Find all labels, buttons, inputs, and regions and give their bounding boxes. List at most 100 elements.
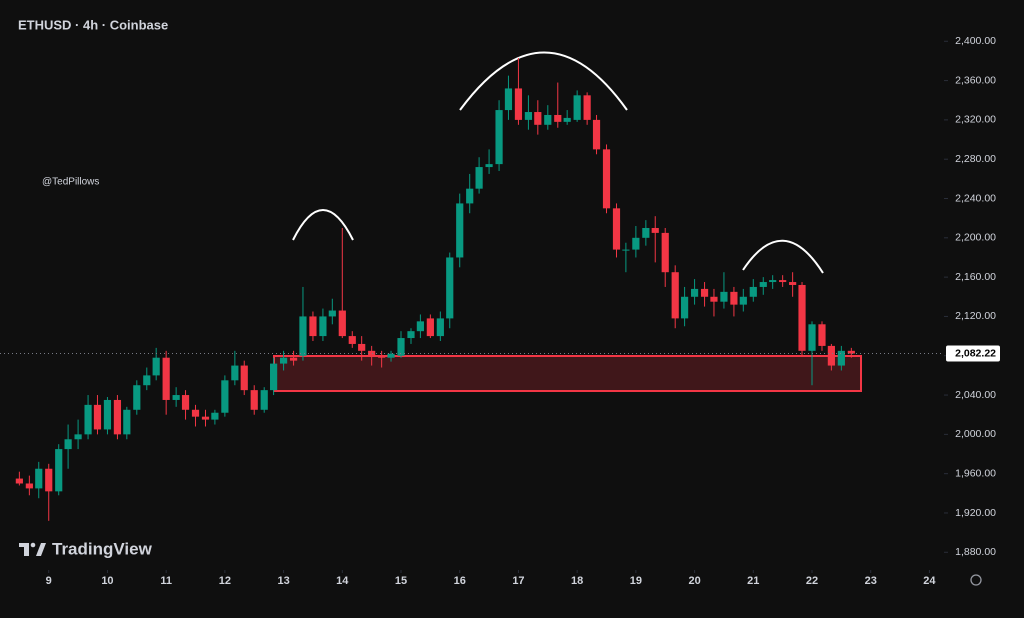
candle-body: [387, 353, 395, 358]
y-tick-label: 2,240.00: [955, 192, 996, 204]
x-tick-label: 22: [806, 575, 818, 587]
candle-body: [299, 316, 307, 356]
candle-body: [319, 316, 327, 337]
candle-body: [456, 203, 464, 258]
candle-body: [74, 434, 82, 440]
y-tick-label: 2,040.00: [955, 389, 996, 401]
candle-body: [592, 119, 601, 150]
x-tick-label: 24: [923, 575, 936, 587]
candle-body: [123, 409, 131, 435]
candle-body: [133, 385, 141, 410]
candle-body: [544, 114, 552, 125]
candle-body: [397, 338, 405, 356]
candle-body: [730, 291, 738, 305]
candle-body: [84, 404, 92, 435]
candle-body: [348, 336, 356, 344]
candle-body: [426, 318, 434, 337]
right-shoulder-arc: [742, 239, 824, 274]
plot-area: [15, 57, 855, 521]
candle-body: [837, 350, 845, 366]
watermark: @TedPillows: [42, 177, 99, 188]
candle-body: [289, 357, 298, 361]
candle-body: [152, 357, 160, 376]
candle-body: [602, 149, 611, 209]
candle-body: [485, 164, 493, 168]
candle-body: [250, 390, 258, 410]
candle-body: [270, 363, 278, 391]
left-shoulder-arc: [292, 209, 354, 241]
candle-body: [779, 280, 787, 283]
candle-body: [514, 88, 523, 120]
candle-body: [15, 478, 23, 484]
candle-body: [211, 412, 219, 420]
candle-body: [260, 390, 268, 410]
x-tick-label: 15: [395, 575, 407, 587]
candle-body: [789, 282, 797, 285]
candle-body: [221, 380, 229, 413]
candle-body: [524, 112, 533, 120]
candle-body: [436, 318, 444, 337]
candle-body: [231, 365, 239, 381]
brand-logo: [19, 542, 46, 556]
candle-body: [818, 324, 826, 346]
y-tick-label: 2,360.00: [955, 74, 996, 86]
settings-icon[interactable]: [970, 574, 982, 586]
candle-body: [504, 88, 513, 111]
candle-body: [446, 257, 454, 319]
y-tick-label: 2,120.00: [955, 310, 996, 322]
candle-body: [827, 345, 835, 366]
y-tick-label: 1,960.00: [955, 467, 996, 479]
x-tick-label: 10: [101, 575, 113, 587]
candle-body: [798, 284, 806, 351]
candle-body: [172, 395, 180, 400]
x-tick-label: 21: [747, 575, 759, 587]
x-tick-label: 12: [219, 575, 231, 587]
candle-body: [338, 310, 346, 337]
candle-body: [622, 249, 630, 251]
candle-body: [162, 357, 170, 400]
candle-body: [358, 343, 366, 351]
candle-body: [240, 365, 248, 391]
candle-body: [769, 280, 777, 283]
x-tick-label: 9: [46, 575, 52, 587]
y-tick-label: 2,320.00: [955, 114, 996, 126]
x-tick-label: 13: [277, 575, 289, 587]
candle-body: [309, 316, 317, 337]
candle-body: [632, 237, 640, 250]
candle-body: [563, 117, 571, 122]
candle-body: [700, 288, 709, 297]
x-tick-label: 23: [865, 575, 877, 587]
candle-body: [720, 291, 728, 302]
y-tick-label: 1,880.00: [955, 546, 996, 558]
candle-body: [808, 324, 816, 351]
candle-body: [25, 483, 33, 489]
last-price-box: [946, 345, 1000, 362]
x-tick-label: 18: [571, 575, 583, 587]
support-zone: [273, 355, 862, 392]
candle-body: [181, 395, 190, 410]
x-tick-label: 20: [688, 575, 700, 587]
y-tick-label: 2,400.00: [955, 35, 996, 47]
y-tick-label: 2,160.00: [955, 271, 996, 283]
candle-body: [710, 296, 718, 302]
candle-body: [416, 321, 424, 332]
candle-body: [554, 114, 562, 122]
candle-body: [739, 296, 747, 305]
candle-body: [466, 188, 474, 204]
candle-body: [113, 399, 122, 435]
candle-body: [368, 350, 376, 356]
candle-body: [35, 468, 43, 489]
candle-body: [328, 310, 336, 317]
candle-body: [573, 95, 581, 120]
candle-body: [64, 439, 72, 450]
y-tick-label: 2,280.00: [955, 153, 996, 165]
x-tick-label: 14: [336, 575, 349, 587]
candle-body: [93, 404, 102, 430]
candle-body: [612, 208, 621, 250]
chart-title: ETHUSD · 4h · Coinbase: [18, 17, 168, 32]
y-tick-label: 2,000.00: [955, 428, 996, 440]
candle-body: [143, 375, 151, 386]
candle-body: [847, 350, 855, 354]
candle-body: [378, 355, 386, 358]
